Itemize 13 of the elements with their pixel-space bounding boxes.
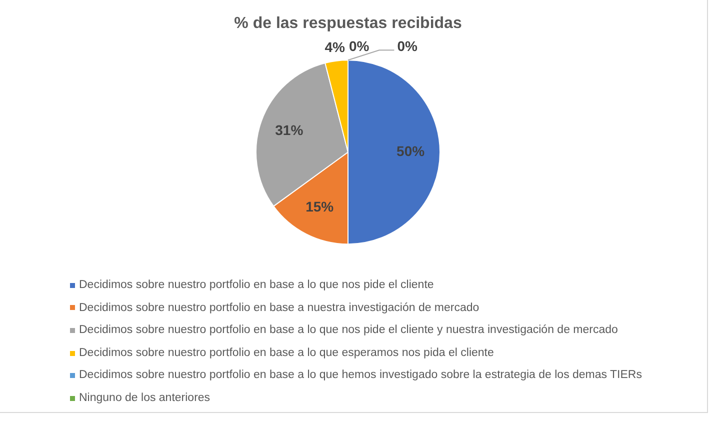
text: 0% xyxy=(348,38,370,54)
data-label: 31% xyxy=(275,122,304,138)
legend-label: Decidimos sobre nuestro portfolio en base a lo que nos pide el cliente xyxy=(79,278,434,293)
data-label: 50% xyxy=(396,142,426,159)
data-label: 15% xyxy=(306,198,334,215)
legend-label: Decidimos sobre nuestro portfolio en base a lo que nos pide el cliente y nuestra investigación de mercado xyxy=(79,323,618,338)
legend-label: Ninguno de los anteriores xyxy=(79,390,210,406)
legend-label: Decidimos sobre nuestro portfolio en base a nuestra investigación de mercado xyxy=(79,300,480,316)
legend-label: Decidimos sobre nuestro portfolio en base a lo que hemos investigado sobre la estrategia de los demas TIERs xyxy=(79,368,642,384)
data-label: 4% xyxy=(324,38,346,55)
text: 0% xyxy=(397,38,418,54)
chart-title: % de las respuestas recibidas xyxy=(234,15,462,32)
legend-label: Decidimos sobre nuestro portfolio en base a lo que esperamos nos pida el cliente xyxy=(79,346,494,361)
